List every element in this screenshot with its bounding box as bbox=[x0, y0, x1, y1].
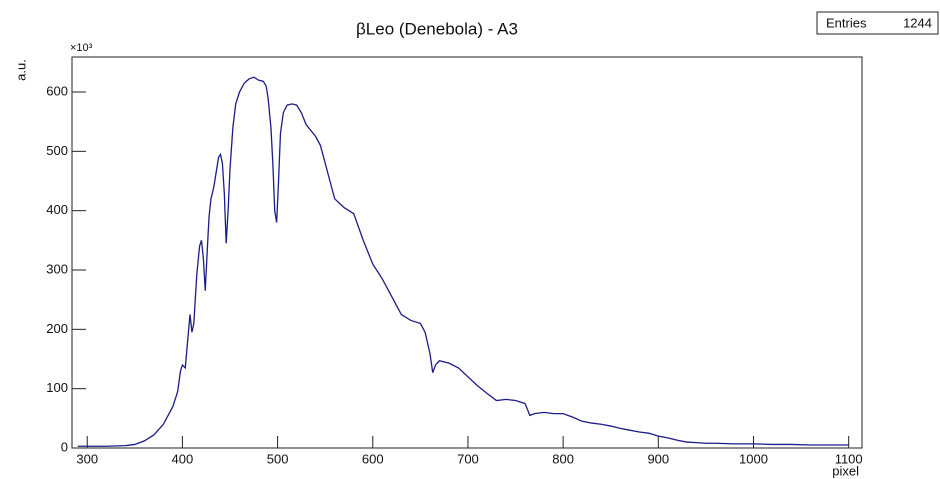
y-tick-label: 100 bbox=[46, 380, 68, 395]
x-axis-label: pixel bbox=[832, 463, 859, 478]
plot-frame bbox=[71, 56, 863, 449]
x-tick-label: 600 bbox=[362, 451, 384, 466]
x-tick-label: 500 bbox=[267, 451, 289, 466]
y-tick-label: 500 bbox=[46, 143, 68, 158]
y-tick-label: 200 bbox=[46, 321, 68, 336]
chart-title: βLeo (Denebola) - A3 bbox=[356, 19, 518, 38]
x-tick-label: 300 bbox=[76, 451, 98, 466]
x-tick-label: 1000 bbox=[739, 451, 768, 466]
stats-label: Entries bbox=[826, 15, 867, 30]
y-tick-label: 600 bbox=[46, 83, 68, 98]
stats-value: 1244 bbox=[903, 15, 932, 30]
y-axis-label: a.u. bbox=[13, 59, 28, 81]
x-tick-label: 900 bbox=[647, 451, 669, 466]
spectrum-line bbox=[77, 76, 849, 447]
y-tick-label: 300 bbox=[46, 261, 68, 276]
x-tick-label: 1100 bbox=[835, 451, 863, 466]
y-tick-label: 400 bbox=[46, 202, 68, 217]
x-tick-label: 700 bbox=[457, 451, 479, 466]
y-multiplier: ×10³ bbox=[70, 42, 93, 54]
x-tick-label: 400 bbox=[172, 451, 194, 466]
x-tick-label: 800 bbox=[552, 451, 574, 466]
stats-box bbox=[816, 11, 939, 35]
y-tick-label: 0 bbox=[61, 439, 68, 454]
